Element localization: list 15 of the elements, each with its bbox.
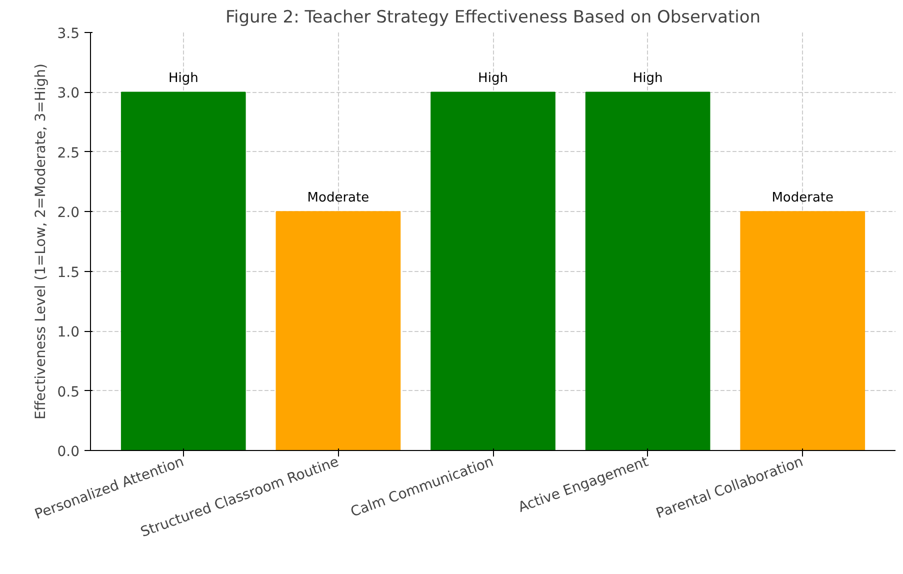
y-tick-label: 3.0 <box>57 86 80 102</box>
chart-title: Figure 2: Teacher Strategy Effectiveness Based on Observation <box>225 8 761 28</box>
y-tick-label: 1.0 <box>57 324 80 341</box>
data-label: High <box>632 71 663 86</box>
y-tick-label: 0.5 <box>57 384 80 400</box>
y-tick-label: 0.0 <box>57 444 80 460</box>
y-tick-label: 1.5 <box>57 264 80 281</box>
y-axis-title: Effectiveness Level (1=Low, 2=Moderate, 3=High) <box>33 64 50 420</box>
data-label: Moderate <box>307 190 370 206</box>
y-tick-label: 3.5 <box>57 26 80 42</box>
data-label: High <box>478 71 508 86</box>
y-tick-label: 2.5 <box>57 145 80 162</box>
data-label: Moderate <box>772 190 834 206</box>
data-label: High <box>168 71 198 86</box>
y-tick-label: 2.0 <box>57 205 80 222</box>
